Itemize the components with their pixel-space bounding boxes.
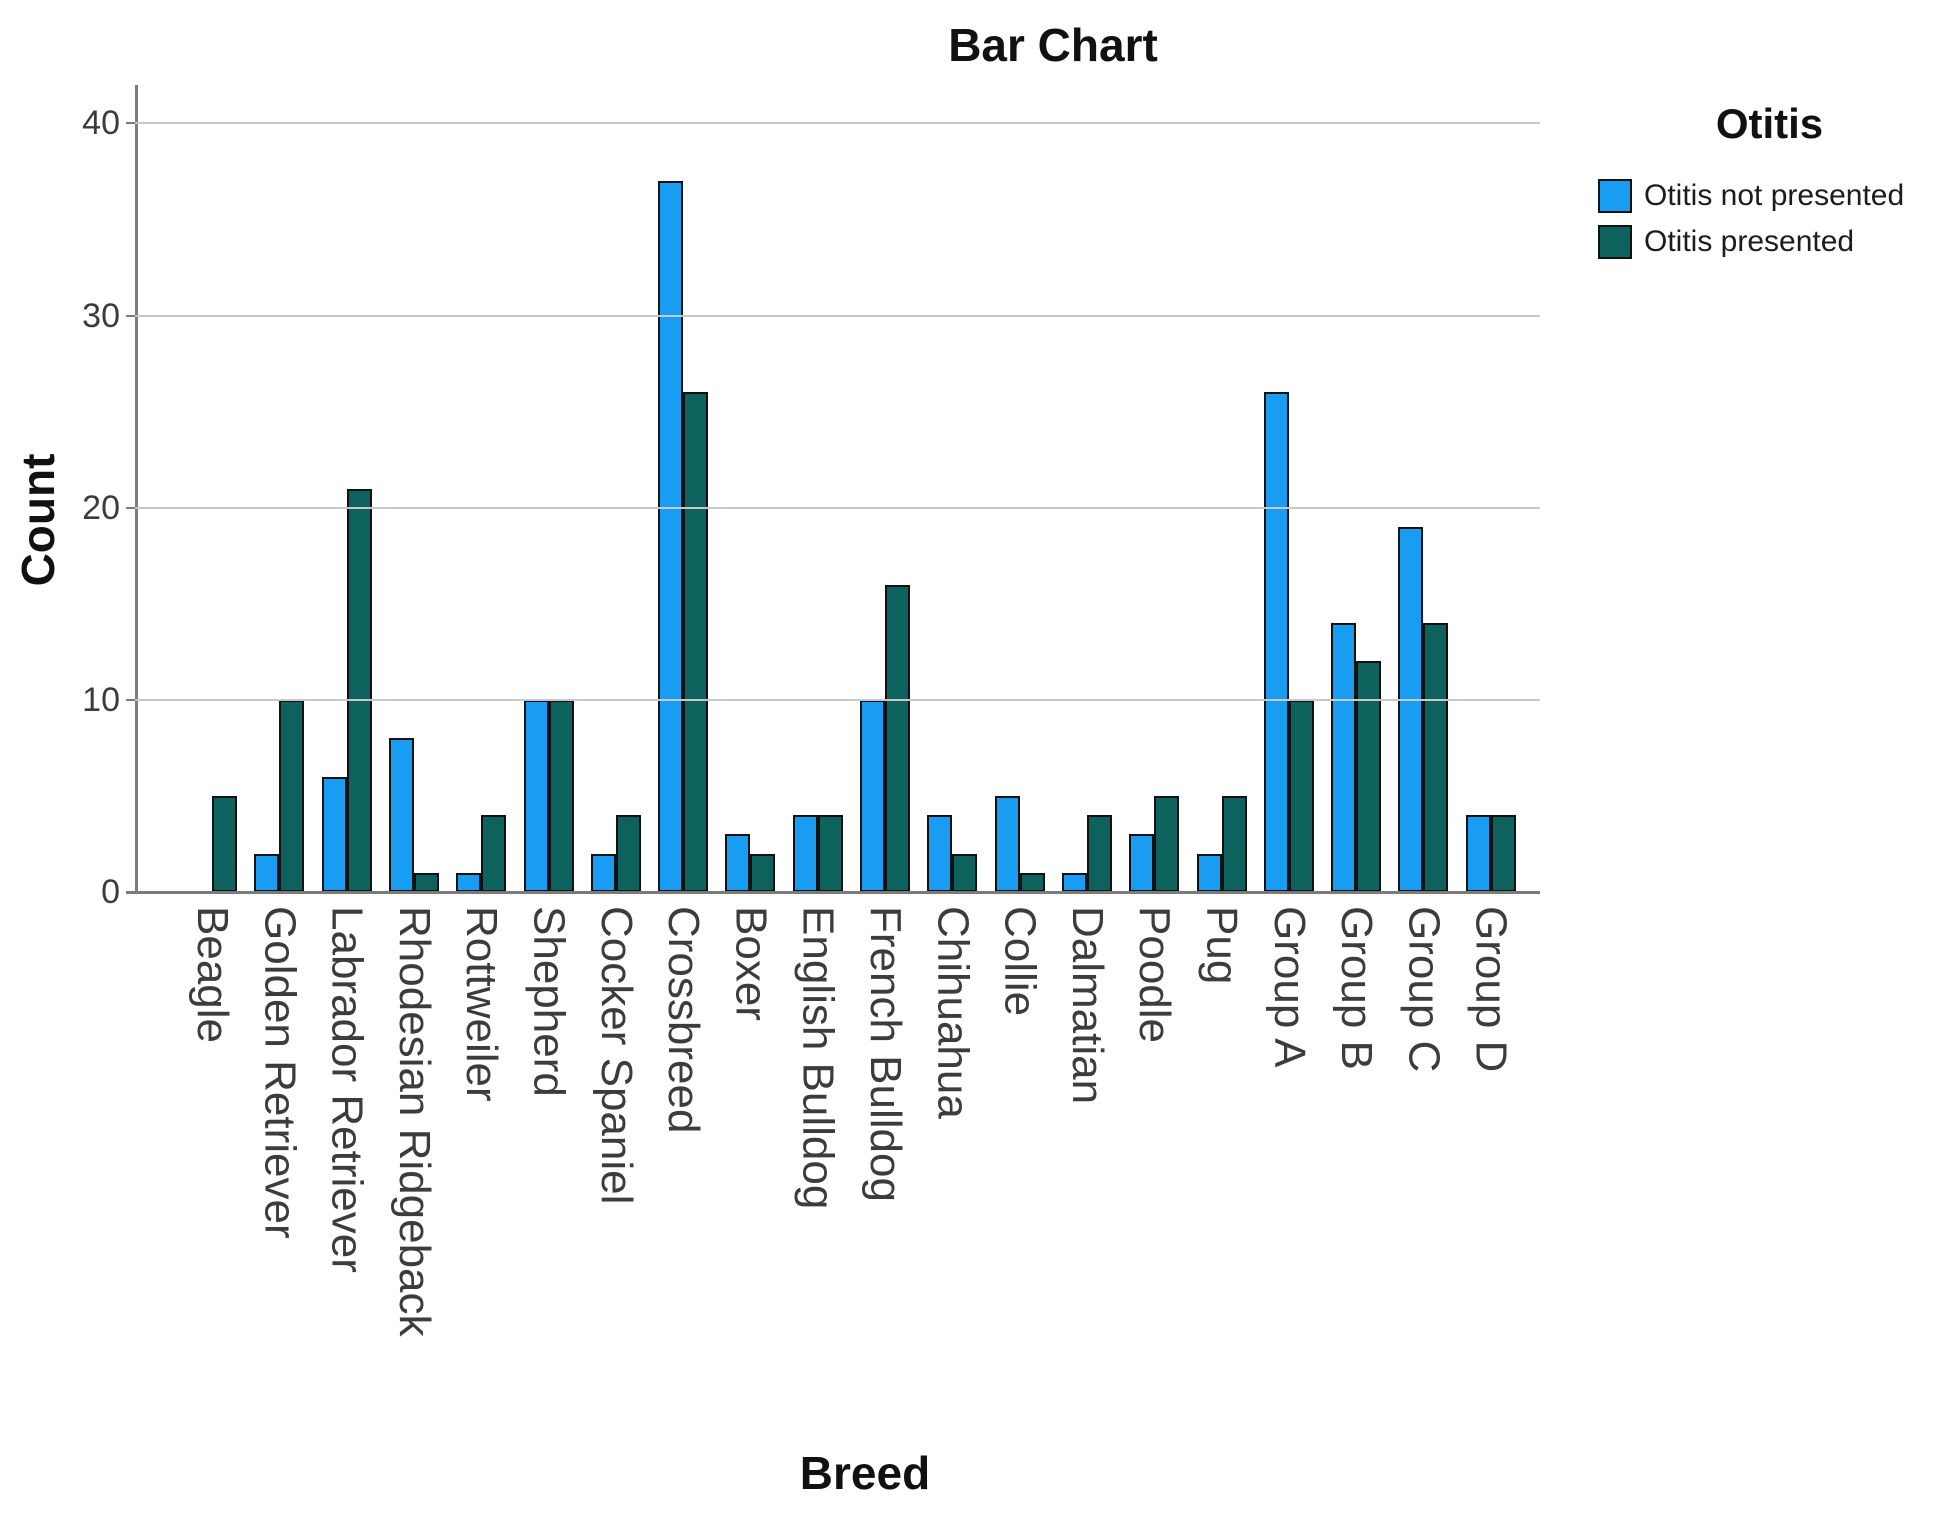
x-category-label: Group C <box>1399 906 1449 1073</box>
x-category-label: French Bulldog <box>861 906 910 1202</box>
bar-otitis-presented-13 <box>1086 815 1112 892</box>
chart-title: Bar Chart <box>948 19 1158 71</box>
legend: Otitis Otitis not presented Otitis presen… <box>1598 100 1941 270</box>
x-axis-line <box>126 891 1540 894</box>
bar-otitis-presented-19 <box>1490 815 1516 892</box>
bar-otitis-not-presented-17 <box>1331 623 1357 892</box>
x-category-label: Shepherd <box>524 906 574 1097</box>
bar-otitis-presented-15 <box>1221 795 1247 892</box>
legend-swatch-icon <box>1598 179 1632 213</box>
bar-otitis-not-presented-4 <box>456 872 482 892</box>
x-category-label: Group D <box>1466 906 1516 1073</box>
bar-otitis-not-presented-9 <box>792 815 818 892</box>
x-axis-title: Breed <box>799 1447 931 1499</box>
x-category-label: Group A <box>1264 906 1314 1068</box>
y-tick-label: 20 <box>82 488 120 527</box>
bar-otitis-presented-17 <box>1356 661 1382 892</box>
bar-otitis-not-presented-15 <box>1196 853 1222 892</box>
bar-otitis-not-presented-6 <box>590 853 616 892</box>
bar-otitis-not-presented-7 <box>658 181 684 892</box>
bar-otitis-presented-14 <box>1154 795 1180 892</box>
x-category-label: Dalmatian <box>1062 906 1112 1105</box>
bar-otitis-not-presented-2 <box>321 776 347 892</box>
y-tick-label: 10 <box>82 680 120 719</box>
legend-entry-label: Otitis not presented <box>1644 179 1905 212</box>
y-gridline <box>135 506 1540 509</box>
legend-entry-label: Otitis presented <box>1644 225 1855 258</box>
x-category-label: Beagle <box>188 906 237 1044</box>
y-gridline <box>135 122 1540 125</box>
bar-otitis-presented-11 <box>952 853 978 892</box>
x-category-label: Chihuahua <box>928 906 978 1119</box>
bar-otitis-not-presented-11 <box>927 815 953 892</box>
legend-swatch-icon <box>1598 225 1632 259</box>
bar-otitis-presented-9 <box>817 815 843 892</box>
bar-otitis-presented-0 <box>212 795 237 892</box>
bar-otitis-not-presented-12 <box>994 795 1020 892</box>
legend-entries: Otitis not presented Otitis presented <box>1598 178 1941 260</box>
bar-otitis-presented-2 <box>346 488 372 892</box>
bar-otitis-presented-1 <box>279 699 305 892</box>
x-category-label: Crossbreed <box>659 906 709 1134</box>
bar-otitis-presented-10 <box>885 584 910 892</box>
bar-otitis-presented-18 <box>1423 623 1449 892</box>
x-category-label: English Bulldog <box>793 906 843 1210</box>
bar-otitis-presented-3 <box>413 872 439 892</box>
bar-otitis-not-presented-13 <box>1061 872 1087 892</box>
bar-otitis-not-presented-16 <box>1263 392 1289 892</box>
bar-otitis-presented-5 <box>548 699 574 892</box>
bar-otitis-not-presented-3 <box>388 738 414 892</box>
y-tick-label: 0 <box>101 873 120 911</box>
bar-otitis-not-presented-14 <box>1129 834 1155 892</box>
x-category-label: Poodle <box>1130 906 1180 1044</box>
y-axis-line <box>135 85 138 894</box>
y-tick-label: 30 <box>82 296 120 335</box>
x-category-label: Pug <box>1197 906 1247 985</box>
bar-otitis-presented-16 <box>1288 699 1314 892</box>
y-tick-mark <box>126 314 135 317</box>
bar-otitis-not-presented-19 <box>1465 815 1491 892</box>
x-category-label: Rottweiler <box>457 906 507 1102</box>
x-category-label: Boxer <box>726 906 776 1021</box>
bar-otitis-not-presented-18 <box>1398 526 1424 892</box>
y-tick-label: 40 <box>82 104 120 143</box>
y-tick-mark <box>126 506 135 509</box>
bar-otitis-not-presented-1 <box>254 853 280 892</box>
y-tick-mark <box>126 891 135 893</box>
x-category-label: Cocker Spaniel <box>591 906 641 1205</box>
bar-otitis-presented-4 <box>481 815 507 892</box>
x-category-label: Collie <box>995 906 1045 1017</box>
legend-entry: Otitis not presented <box>1598 178 1941 214</box>
y-gridline <box>135 314 1540 317</box>
bar-otitis-not-presented-8 <box>725 834 751 892</box>
bar-otitis-not-presented-5 <box>523 699 549 892</box>
x-category-label: Golden Retriever <box>255 906 305 1239</box>
y-tick-mark <box>126 698 135 701</box>
legend-entry: Otitis presented <box>1598 224 1941 260</box>
bar-otitis-presented-8 <box>750 853 776 892</box>
x-category-label: Rhodesian Ridgeback <box>389 906 439 1337</box>
legend-title: Otitis <box>1715 100 1824 147</box>
bar-otitis-presented-6 <box>615 815 641 892</box>
bar-otitis-presented-7 <box>683 392 709 892</box>
x-category-label: Group B <box>1332 906 1382 1070</box>
bar-otitis-presented-12 <box>1019 872 1045 892</box>
y-gridline <box>135 698 1540 701</box>
x-category-label: Labrador Retriever <box>322 906 372 1273</box>
y-tick-mark <box>126 122 135 125</box>
bar-otitis-not-presented-10 <box>860 699 885 892</box>
